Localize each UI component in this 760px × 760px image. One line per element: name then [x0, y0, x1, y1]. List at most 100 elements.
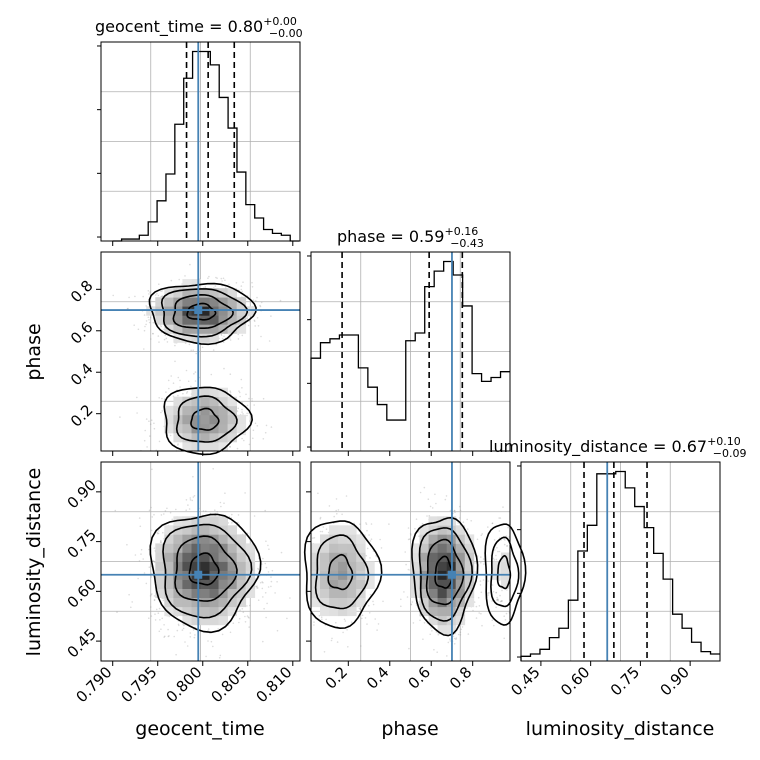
sample-point [313, 621, 315, 623]
density-cell [200, 525, 210, 535]
sample-point [214, 285, 217, 287]
sample-point [160, 514, 163, 516]
sample-point [276, 629, 279, 632]
sample-point [191, 499, 193, 502]
sample-point [189, 497, 192, 499]
sample-point [221, 337, 224, 340]
sample-point [179, 386, 181, 388]
density-cell [329, 597, 339, 608]
sample-point [365, 554, 368, 557]
sample-point [143, 348, 145, 350]
sample-point [276, 581, 278, 583]
sample-point [127, 307, 129, 310]
density-cell [173, 288, 183, 298]
sample-point [328, 505, 331, 507]
density-cell [182, 333, 192, 343]
density-cell [218, 534, 228, 544]
sample-point [256, 425, 259, 427]
sample-point [173, 635, 175, 638]
sample-point [177, 623, 180, 626]
sample-point [382, 600, 384, 603]
density-cell [338, 597, 348, 608]
density-cell [191, 588, 201, 598]
sample-point [265, 424, 268, 427]
sample-point [208, 275, 210, 278]
sample-point [279, 299, 282, 302]
sample-point [244, 621, 247, 623]
sample-point [202, 510, 205, 512]
sample-point [179, 379, 181, 382]
sample-point [221, 280, 223, 282]
sample-point [238, 390, 240, 392]
sample-point [192, 349, 194, 352]
sample-point [237, 338, 240, 340]
sample-point [262, 640, 264, 643]
density-cell [209, 543, 219, 553]
sample-point [157, 335, 160, 337]
sample-point [361, 614, 364, 617]
sample-point [444, 498, 447, 501]
sample-point [165, 337, 168, 340]
sample-point [150, 615, 153, 617]
sample-point [472, 609, 474, 612]
density-cell [182, 414, 192, 425]
sample-point [343, 618, 346, 621]
sample-point [247, 616, 250, 618]
density-cell [191, 396, 201, 407]
sample-point [193, 373, 195, 375]
sample-point [228, 515, 231, 518]
sample-point [407, 568, 410, 571]
sample-point [335, 498, 338, 500]
sample-point [256, 296, 258, 299]
sample-point [136, 412, 138, 414]
hist-panel-phase [307, 251, 511, 452]
density-cell [182, 324, 192, 334]
sample-point [429, 505, 432, 508]
sample-point [331, 637, 333, 640]
panel-phase-vs-geocent-time [100, 251, 301, 456]
sample-point [158, 397, 160, 399]
sample-point [502, 506, 504, 508]
sample-point [322, 526, 325, 528]
density-cell [227, 414, 237, 425]
density-cell [218, 579, 228, 589]
sample-point [163, 636, 165, 638]
sample-point [337, 509, 340, 511]
density-cell [191, 315, 201, 325]
sample-point [140, 548, 143, 551]
density-cell [191, 387, 201, 398]
sample-point [142, 558, 144, 560]
sample-point [477, 596, 480, 599]
sample-point [157, 612, 160, 614]
sample-point [195, 352, 197, 355]
density-cell [200, 396, 210, 407]
sample-point [166, 507, 168, 510]
sample-point [255, 299, 257, 302]
sample-point [138, 560, 141, 562]
sample-point [256, 587, 258, 589]
sample-point [366, 623, 368, 625]
sample-point [321, 618, 323, 621]
sample-point [446, 655, 448, 657]
sample-point [506, 544, 509, 547]
sample-point [270, 585, 272, 588]
sample-point [158, 440, 161, 443]
density-cell [182, 543, 192, 553]
ytick-label: 0.6 [67, 318, 97, 348]
sample-point [163, 338, 166, 341]
density-cell [437, 561, 447, 571]
sample-point [359, 523, 361, 525]
density-cell [182, 405, 192, 416]
sample-point [491, 584, 494, 586]
sample-point [148, 617, 150, 619]
sample-point [252, 299, 255, 302]
sample-point [215, 343, 218, 346]
density-cell [236, 306, 247, 316]
density-cell [173, 534, 183, 544]
sample-point [323, 651, 326, 653]
sample-point [160, 325, 162, 328]
sample-point [246, 412, 248, 415]
sample-point [259, 581, 262, 584]
density-cell [218, 405, 228, 416]
sample-point [143, 439, 146, 442]
